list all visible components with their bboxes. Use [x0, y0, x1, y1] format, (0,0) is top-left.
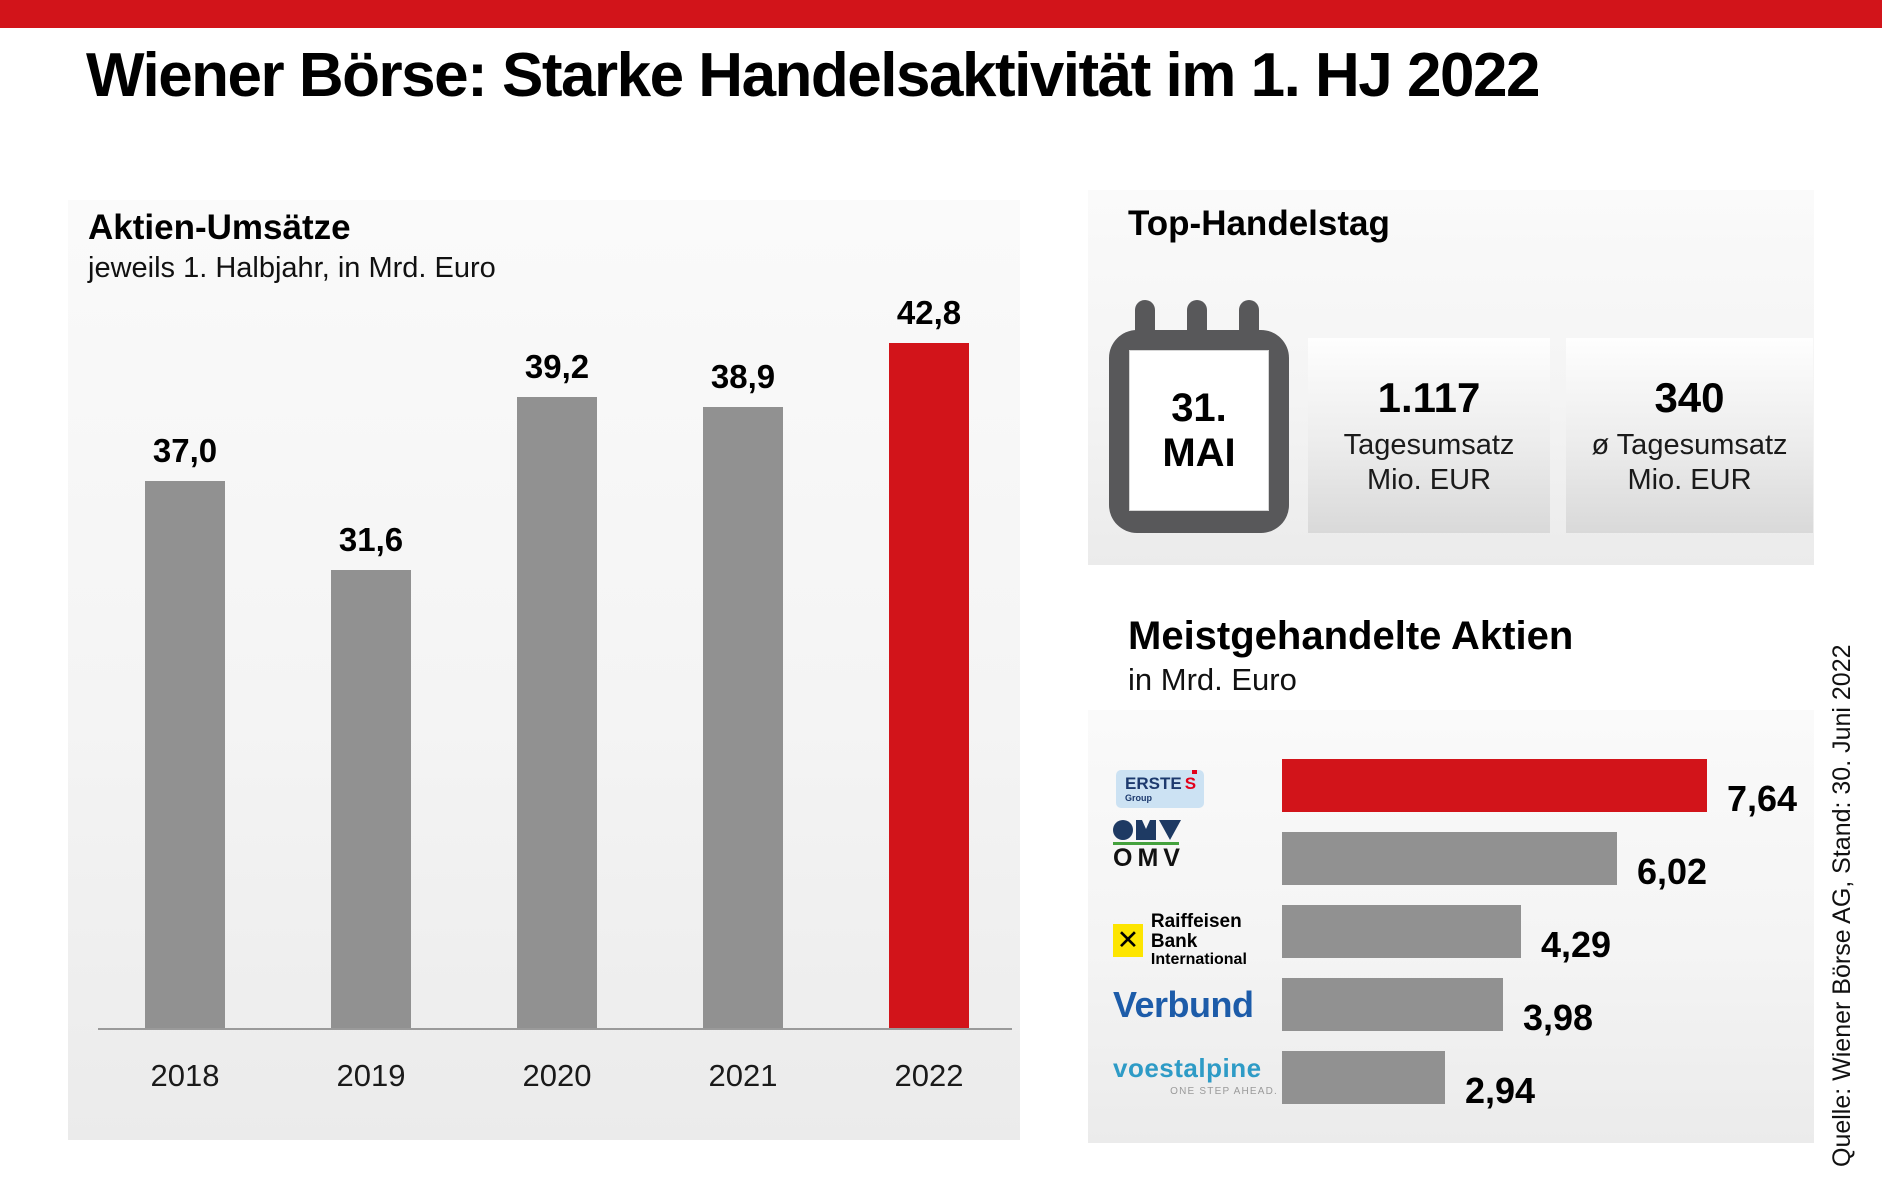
- bar-value-2018: 37,0: [152, 432, 218, 469]
- turnover-chart-plot: 37,0 31,6 39,2 38,9 42,8: [68, 200, 1020, 1030]
- omv-logo-box: OMV: [1113, 814, 1183, 873]
- omv-green-line: [1113, 842, 1179, 845]
- raiffeisen-logo-line2: International: [1150, 950, 1247, 968]
- page-title: Wiener Börse: Starke Handelsaktivität im…: [86, 41, 1540, 110]
- stat-label-day-turnover-2: Mio. EUR: [1366, 463, 1492, 496]
- stock-value-voestalpine: 2,94: [1465, 1070, 1536, 1111]
- erste-logo-text: ERSTE: [1125, 774, 1182, 793]
- stat-label-day-turnover-1: Tagesumsatz: [1343, 428, 1515, 461]
- stock-bar-erste: [1282, 759, 1707, 812]
- bar-2021: [703, 407, 783, 1028]
- stock-bar-verbund: [1282, 978, 1503, 1031]
- x-axis-line: [98, 1028, 1012, 1030]
- stat-label-avg-turnover-2: Mio. EUR: [1627, 463, 1752, 496]
- raiffeisen-gable-cross-icon: ✕: [1113, 923, 1143, 957]
- omv-shapes-icon: [1113, 814, 1183, 840]
- erste-logo-box: ERSTE S Group: [1116, 770, 1204, 808]
- bar-group-2018: 37,0: [145, 432, 225, 1028]
- bar-value-2020: 39,2: [524, 348, 590, 385]
- bar-value-2021: 38,9: [710, 358, 776, 395]
- bar-group-2022: 42,8: [889, 294, 969, 1028]
- top-trading-day-title: Top-Handelstag: [1128, 204, 1390, 243]
- stock-value-verbund: 3,98: [1523, 997, 1594, 1038]
- erste-logo-sub: Group: [1125, 793, 1152, 803]
- stat-value-day-turnover: 1.117: [1377, 373, 1481, 421]
- x-tick-2020: 2020: [522, 1058, 592, 1093]
- top-trading-day-panel: Top-Handelstag 31. MAI 1.117 Tagesumsatz…: [1088, 190, 1814, 565]
- bar-group-2021: 38,9: [703, 358, 783, 1028]
- source-note: Quelle: Wiener Börse AG, Stand: 30. Juni…: [1828, 644, 1856, 1167]
- bar-group-2019: 31,6: [331, 521, 411, 1028]
- most-traded-chart-panel: ERSTE S Group 7,64 OMV 6,0: [1088, 710, 1814, 1143]
- calendar-page: 31. MAI: [1129, 350, 1269, 511]
- bar-2018: [145, 481, 225, 1028]
- sparkasse-s-icon: S: [1185, 770, 1198, 792]
- verbund-logo: Verbund: [1110, 978, 1280, 1031]
- bar-value-2022: 42,8: [896, 294, 962, 331]
- turnover-chart-title: Aktien-Umsätze: [88, 208, 351, 247]
- voestalpine-tagline: ONE STEP AHEAD.: [1170, 1086, 1278, 1097]
- calendar-ring-icon: [1135, 300, 1155, 358]
- bar-2019: [331, 570, 411, 1028]
- raiffeisen-logo-line1: Raiffeisen Bank: [1150, 911, 1242, 952]
- calendar-icon: 31. MAI: [1109, 300, 1289, 533]
- x-tick-2019: 2019: [336, 1058, 406, 1093]
- turnover-chart-panel: Aktien-Umsätze jeweils 1. Halbjahr, in M…: [68, 200, 1020, 1140]
- calendar-day: 31.: [1171, 385, 1227, 430]
- voestalpine-logo: voestalpine ONE STEP AHEAD.: [1110, 1051, 1280, 1104]
- bar-2020: [517, 397, 597, 1028]
- stat-value-avg-turnover: 340: [1654, 373, 1725, 421]
- bar-value-2019: 31,6: [338, 521, 404, 558]
- stock-row-raiffeisen: ✕ Raiffeisen Bank International 4,29: [1088, 905, 1814, 968]
- stat-label-avg-turnover-1: ø Tagesumsatz: [1591, 428, 1788, 461]
- raiffeisen-logo-box: ✕ Raiffeisen Bank International: [1113, 912, 1280, 969]
- raiffeisen-logo: ✕ Raiffeisen Bank International: [1110, 905, 1280, 968]
- stock-value-omv: 6,02: [1637, 851, 1708, 892]
- erste-group-logo: ERSTE S Group: [1110, 759, 1280, 812]
- verbund-logo-text: Verbund: [1113, 984, 1254, 1025]
- stock-bar-raiffeisen: [1282, 905, 1521, 958]
- stock-row-omv: OMV 6,02: [1088, 820, 1814, 892]
- calendar-ring-icon: [1187, 300, 1207, 358]
- x-tick-2018: 2018: [150, 1058, 220, 1093]
- most-traded-title: Meistgehandelte Aktien: [1128, 614, 1574, 658]
- turnover-chart-subtitle: jeweils 1. Halbjahr, in Mrd. Euro: [88, 252, 496, 284]
- stock-bar-voestalpine: [1282, 1051, 1445, 1104]
- x-tick-2021: 2021: [708, 1058, 778, 1093]
- stat-box-day-turnover: 1.117 Tagesumsatz Mio. EUR: [1308, 338, 1550, 533]
- omv-logo: OMV: [1110, 820, 1280, 885]
- brand-top-bar: [0, 0, 1882, 28]
- voestalpine-logo-text: voestalpine: [1113, 1053, 1262, 1083]
- most-traded-subtitle: in Mrd. Euro: [1128, 662, 1297, 697]
- voestalpine-logo-box: voestalpine ONE STEP AHEAD.: [1113, 1055, 1278, 1097]
- stock-row-erste: ERSTE S Group 7,64: [1088, 759, 1814, 819]
- stock-value-raiffeisen: 4,29: [1541, 924, 1612, 965]
- x-tick-2022: 2022: [894, 1058, 964, 1093]
- bar-2022: [889, 343, 969, 1028]
- omv-logo-text: OMV: [1113, 844, 1185, 872]
- stat-box-avg-turnover: 340 ø Tagesumsatz Mio. EUR: [1566, 338, 1813, 533]
- stock-row-verbund: Verbund 3,98: [1088, 978, 1814, 1038]
- bar-group-2020: 39,2: [517, 348, 597, 1028]
- calendar-ring-icon: [1239, 300, 1259, 358]
- stock-bar-omv: [1282, 832, 1617, 885]
- stock-row-voestalpine: voestalpine ONE STEP AHEAD. 2,94: [1088, 1051, 1814, 1111]
- stock-value-erste: 7,64: [1727, 778, 1798, 819]
- calendar-month: MAI: [1162, 430, 1236, 475]
